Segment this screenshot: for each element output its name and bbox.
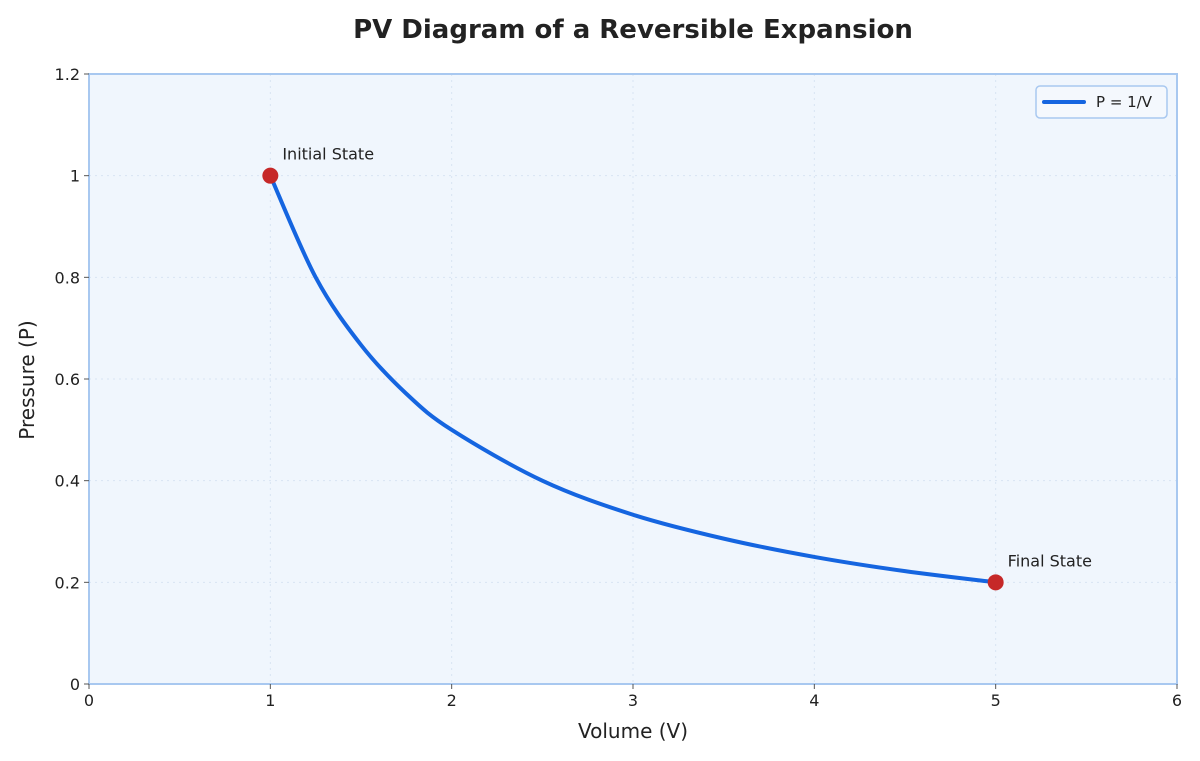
x-tick-label: 0	[84, 691, 94, 710]
x-axis-label: Volume (V)	[578, 719, 688, 743]
x-tick-label: 2	[447, 691, 457, 710]
legend: P = 1/V	[1035, 85, 1168, 119]
series-layer	[268, 173, 998, 585]
x-tick-label: 6	[1172, 691, 1182, 710]
points-layer: Initial State Final State	[262, 145, 1092, 591]
state-point	[262, 167, 279, 184]
y-tick-label: 0	[70, 675, 80, 694]
y-tick-label: 1.2	[55, 65, 80, 84]
y-axis-label: Pressure (P)	[15, 320, 39, 439]
y-tick-label: 1	[70, 167, 80, 186]
y-tick-label: 0.8	[55, 268, 80, 287]
state-point	[987, 574, 1004, 591]
tick-labels: 0 1 2 3 4 5 6 0 0.2 0.4 0.6 0.8 1 1.2	[55, 65, 1183, 710]
x-tick-label: 4	[809, 691, 819, 710]
x-tick-label: 1	[265, 691, 275, 710]
y-tick-label: 0.4	[55, 472, 80, 491]
legend-label: P = 1/V	[1096, 93, 1153, 111]
chart-title: PV Diagram of a Reversible Expansion	[353, 15, 913, 45]
y-tick-label: 0.6	[55, 370, 80, 389]
legend-box	[1035, 85, 1168, 119]
series-line-0	[268, 173, 998, 585]
state-annotation: Final State	[1008, 551, 1092, 570]
state-annotation: Initial State	[282, 145, 374, 164]
y-tick-label: 0.2	[55, 573, 80, 592]
x-tick-label: 3	[628, 691, 638, 710]
x-tick-label: 5	[991, 691, 1001, 710]
